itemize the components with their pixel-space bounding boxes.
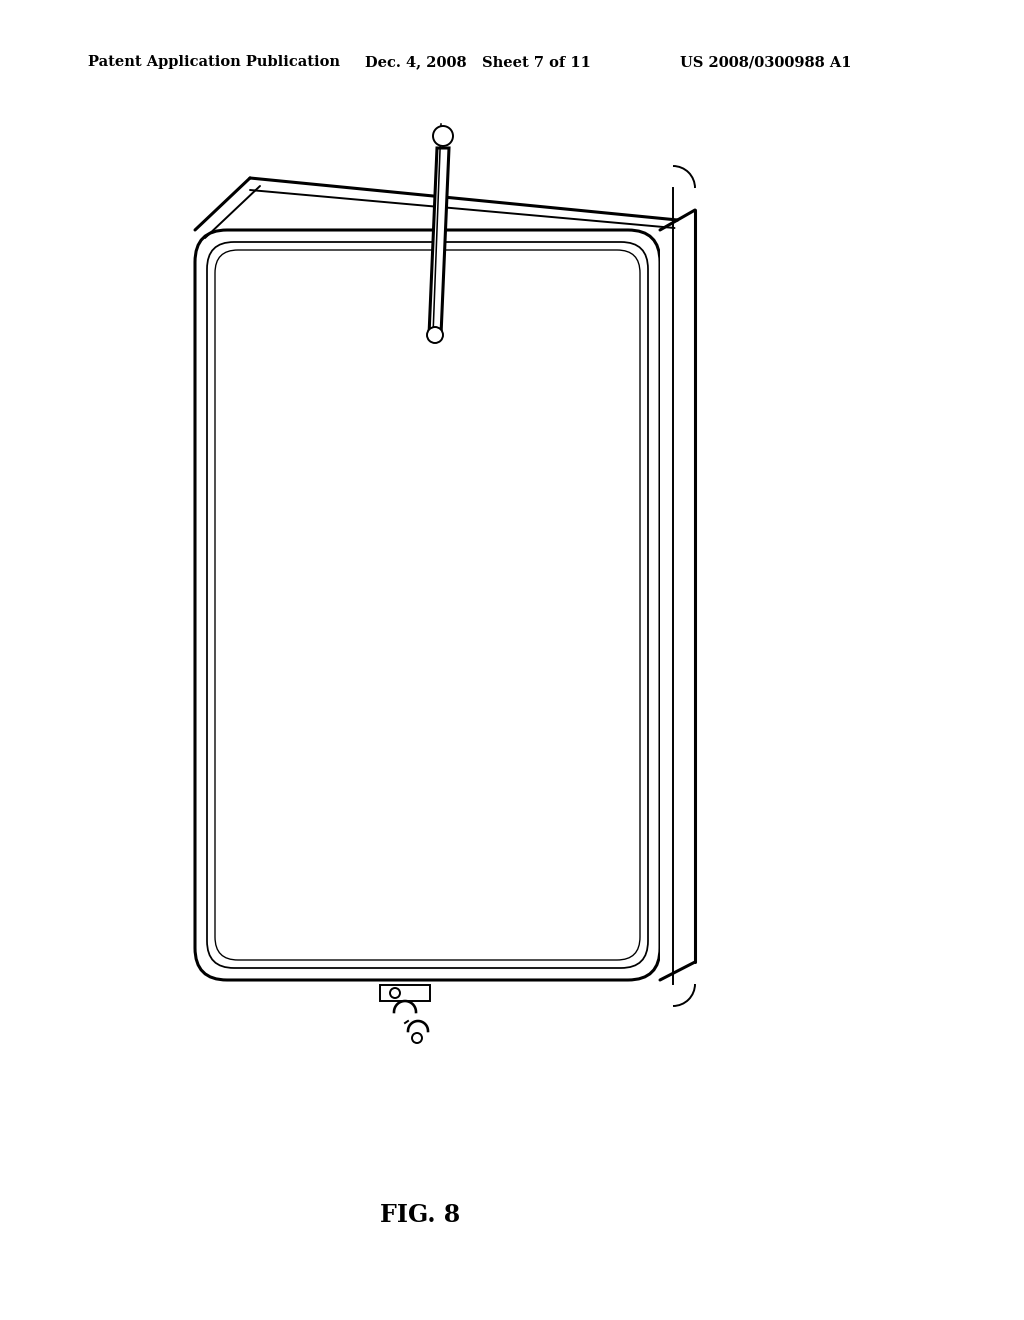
Polygon shape bbox=[660, 210, 695, 979]
Text: Dec. 4, 2008   Sheet 7 of 11: Dec. 4, 2008 Sheet 7 of 11 bbox=[365, 55, 591, 69]
Circle shape bbox=[412, 1034, 422, 1043]
Text: US 2008/0300988 A1: US 2008/0300988 A1 bbox=[680, 55, 852, 69]
FancyBboxPatch shape bbox=[195, 230, 660, 979]
Circle shape bbox=[427, 327, 443, 343]
Text: FIG. 8: FIG. 8 bbox=[380, 1203, 460, 1228]
Polygon shape bbox=[429, 148, 449, 335]
Text: Patent Application Publication: Patent Application Publication bbox=[88, 55, 340, 69]
Circle shape bbox=[390, 987, 400, 998]
Polygon shape bbox=[380, 985, 430, 1001]
Circle shape bbox=[433, 125, 453, 147]
